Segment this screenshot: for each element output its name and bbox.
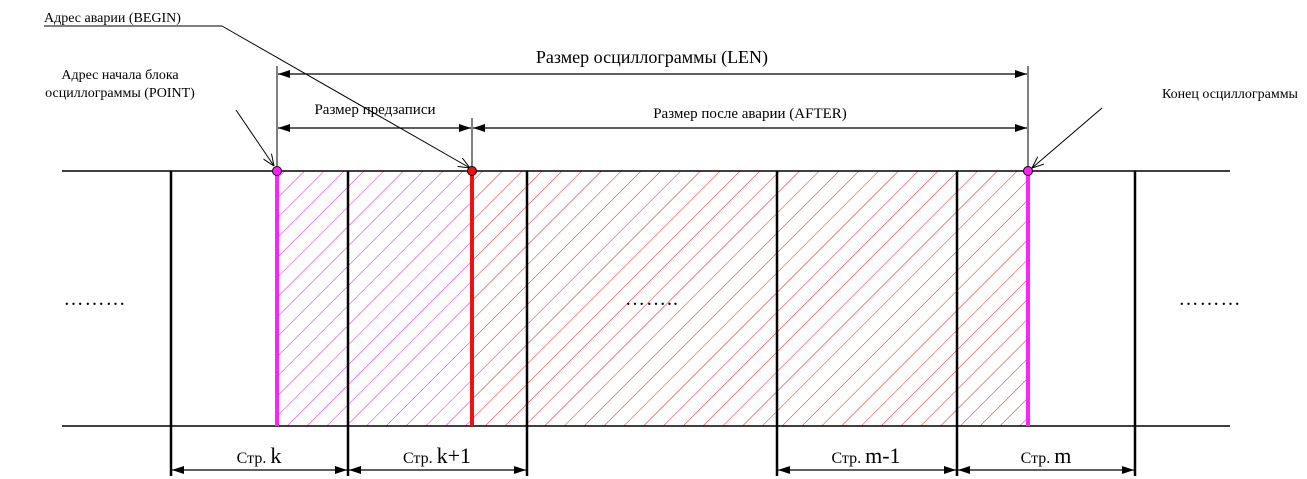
prerecord-hatch <box>277 171 472 426</box>
begin-dot <box>467 166 477 176</box>
point-dot <box>272 166 282 176</box>
prerecord-label: Размер предзаписи <box>314 102 435 118</box>
ellipsis-right: ……… <box>1179 288 1242 310</box>
page-k-label: Стр. k <box>237 443 282 468</box>
begin-leader-line <box>221 25 470 168</box>
end-dot <box>1023 166 1033 176</box>
after-label: Размер после аварии (AFTER) <box>653 106 847 122</box>
page-k1-label: Стр. k+1 <box>403 443 471 468</box>
len-label: Размер осциллограммы (LEN) <box>536 47 768 68</box>
page-m-label: Стр. m <box>1021 443 1072 468</box>
end-label: Конец осциллограммы <box>1162 87 1299 102</box>
begin-address-label: Адрес аварии (BEGIN) <box>44 11 181 26</box>
after-hatch <box>472 171 1028 426</box>
end-leader-line <box>1032 107 1103 168</box>
ellipsis-middle: …….. <box>625 288 679 310</box>
block-start-label-line2: осциллограммы (POINT) <box>45 86 195 101</box>
block-start-leader-line <box>235 109 274 166</box>
ellipsis-left: ……… <box>64 288 127 310</box>
block-start-label-line1: Адрес начала блока <box>61 68 179 83</box>
page-m1-label: Стр. m-1 <box>831 443 900 468</box>
